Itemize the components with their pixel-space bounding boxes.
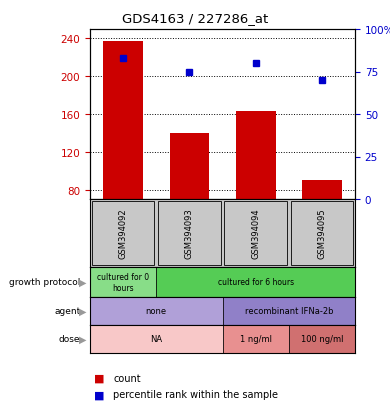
Bar	[223, 297, 355, 325]
Bar	[90, 325, 223, 353]
Bar	[90, 297, 223, 325]
Text: NA: NA	[150, 335, 162, 344]
Text: dose: dose	[59, 335, 80, 344]
Text: ■: ■	[94, 389, 105, 399]
Text: agent: agent	[54, 307, 80, 316]
Text: 1 ng/ml: 1 ng/ml	[239, 335, 271, 344]
Bar	[223, 325, 289, 353]
Bar	[225, 202, 287, 265]
Text: ▶: ▶	[79, 306, 86, 316]
Bar	[158, 202, 220, 265]
Bar	[156, 267, 355, 297]
Text: GSM394094: GSM394094	[251, 208, 260, 259]
Bar	[289, 325, 355, 353]
Text: growth protocol: growth protocol	[9, 278, 80, 287]
Text: GSM394093: GSM394093	[185, 208, 194, 259]
Text: percentile rank within the sample: percentile rank within the sample	[113, 389, 278, 399]
Text: ▶: ▶	[79, 277, 86, 287]
Text: GDS4163 / 227286_at: GDS4163 / 227286_at	[122, 12, 268, 25]
Bar	[90, 267, 156, 297]
Bar	[92, 202, 154, 265]
Text: cultured for 6 hours: cultured for 6 hours	[218, 278, 294, 287]
Text: none: none	[146, 307, 167, 316]
Bar	[302, 180, 342, 199]
Bar	[236, 112, 275, 199]
Bar	[170, 133, 209, 199]
Text: GSM394095: GSM394095	[317, 208, 326, 259]
Bar	[291, 202, 353, 265]
Text: ■: ■	[94, 373, 105, 383]
Text: ▶: ▶	[79, 334, 86, 344]
Text: 100 ng/ml: 100 ng/ml	[301, 335, 343, 344]
Text: count: count	[113, 373, 141, 383]
Bar	[103, 42, 143, 199]
Text: cultured for 0
hours: cultured for 0 hours	[97, 273, 149, 292]
Text: GSM394092: GSM394092	[119, 208, 128, 259]
Text: recombinant IFNa-2b: recombinant IFNa-2b	[245, 307, 333, 316]
